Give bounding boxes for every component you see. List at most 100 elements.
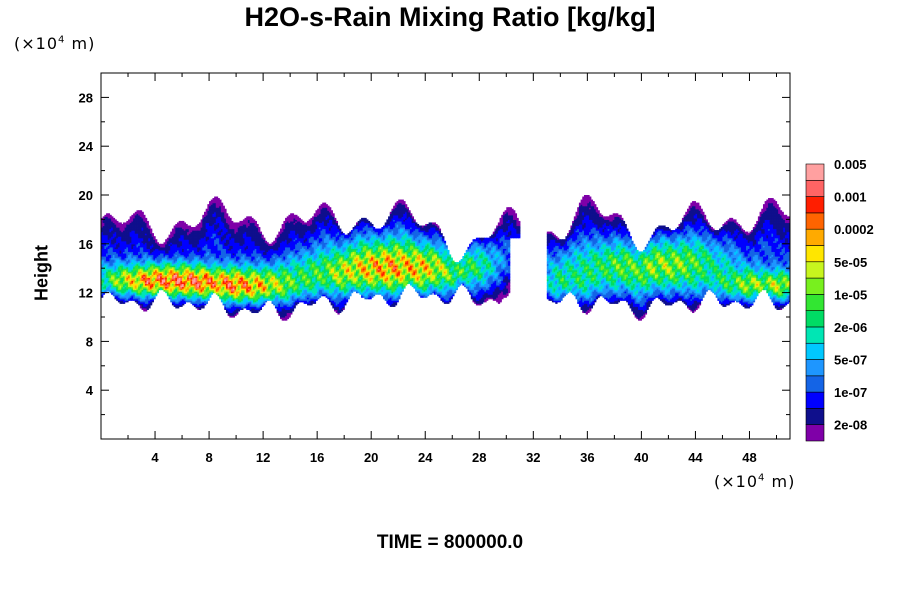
field-cell bbox=[102, 269, 105, 272]
field-cell bbox=[143, 225, 146, 228]
field-cell bbox=[112, 289, 116, 292]
field-cell bbox=[112, 248, 116, 251]
field-cell bbox=[124, 265, 127, 268]
field-cell bbox=[128, 271, 131, 274]
field-cell bbox=[131, 286, 134, 289]
field-cell bbox=[134, 211, 138, 214]
field-cell bbox=[104, 256, 107, 259]
field-cell bbox=[126, 251, 129, 254]
field-cell bbox=[139, 242, 143, 245]
field-cell bbox=[134, 295, 138, 298]
field-cell bbox=[122, 266, 126, 269]
field-cell bbox=[102, 231, 105, 234]
field-cell bbox=[111, 260, 114, 263]
field-cell bbox=[134, 243, 138, 246]
field-cell bbox=[134, 257, 138, 260]
field-cell bbox=[116, 260, 119, 263]
field-cell bbox=[117, 234, 121, 237]
field-cell bbox=[139, 231, 143, 234]
field-cell bbox=[119, 274, 122, 277]
field-cell bbox=[121, 240, 124, 243]
field-cell bbox=[122, 300, 126, 303]
field-cell bbox=[136, 272, 139, 275]
field-cell bbox=[136, 249, 139, 253]
field-cell bbox=[126, 275, 129, 278]
field-cell bbox=[106, 246, 109, 249]
field-cell bbox=[138, 268, 141, 271]
field-cell bbox=[143, 280, 146, 283]
field-cell bbox=[133, 277, 136, 280]
field-cell bbox=[128, 292, 131, 295]
field-cell bbox=[133, 233, 136, 236]
field-cell bbox=[133, 227, 136, 230]
field-cell bbox=[122, 289, 126, 292]
field-cell bbox=[138, 300, 141, 303]
field-cell bbox=[122, 288, 126, 291]
field-cell bbox=[104, 281, 107, 285]
field-cell bbox=[138, 234, 141, 237]
field-cell bbox=[124, 277, 127, 280]
field-cell bbox=[102, 216, 105, 219]
field-cell bbox=[133, 248, 136, 251]
field-cell bbox=[116, 231, 119, 234]
field-cell bbox=[134, 289, 138, 292]
field-cell bbox=[109, 262, 112, 265]
field-cell bbox=[116, 271, 119, 274]
field-cell bbox=[106, 271, 109, 274]
field-cell bbox=[124, 281, 127, 285]
field-cell bbox=[134, 277, 138, 280]
field-cell bbox=[141, 256, 144, 259]
field-cell bbox=[126, 266, 129, 269]
field-cell bbox=[122, 295, 126, 298]
field-cell bbox=[138, 217, 141, 220]
field-cell bbox=[128, 245, 131, 248]
field-cell bbox=[116, 291, 119, 294]
field-cell bbox=[138, 228, 141, 231]
field-cell bbox=[124, 246, 127, 249]
field-cell bbox=[107, 269, 111, 272]
field-cell bbox=[112, 245, 116, 248]
field-cell bbox=[124, 257, 127, 260]
field-cell bbox=[111, 217, 114, 220]
field-cell bbox=[139, 233, 143, 236]
field-cell bbox=[102, 245, 105, 248]
field-cell bbox=[134, 271, 138, 274]
field-cell bbox=[134, 222, 138, 225]
field-cell bbox=[126, 245, 129, 248]
field-cell bbox=[126, 233, 129, 236]
field-cell bbox=[126, 286, 129, 289]
field-cell bbox=[119, 275, 122, 278]
field-cell bbox=[143, 242, 146, 245]
field-cell bbox=[138, 289, 141, 292]
field-cell bbox=[121, 274, 124, 277]
field-cell bbox=[114, 248, 117, 251]
field-cell bbox=[129, 280, 132, 283]
field-cell bbox=[106, 289, 109, 292]
field-cell bbox=[133, 230, 136, 233]
field-cell bbox=[126, 237, 129, 240]
field-cell bbox=[107, 214, 111, 217]
field-cell bbox=[119, 300, 122, 303]
field-cell bbox=[128, 283, 131, 286]
field-cell bbox=[143, 292, 146, 295]
field-cell bbox=[141, 303, 144, 306]
field-cell bbox=[126, 298, 129, 301]
field-cell bbox=[116, 239, 119, 242]
field-cell bbox=[143, 306, 146, 309]
field-cell bbox=[112, 259, 116, 262]
field-cell bbox=[116, 233, 119, 236]
field-cell bbox=[143, 277, 146, 280]
field-cell bbox=[129, 249, 132, 253]
field-cell bbox=[143, 301, 146, 304]
field-cell bbox=[138, 242, 141, 245]
field-cell bbox=[116, 257, 119, 260]
field-cell bbox=[119, 268, 122, 271]
field-cell bbox=[126, 236, 129, 239]
field-cell bbox=[124, 268, 127, 271]
field-cell bbox=[102, 284, 105, 288]
field-cell bbox=[104, 243, 107, 246]
field-cell bbox=[131, 219, 134, 222]
field-cell bbox=[121, 246, 124, 249]
field-cell bbox=[121, 272, 124, 275]
field-cell bbox=[111, 281, 114, 285]
